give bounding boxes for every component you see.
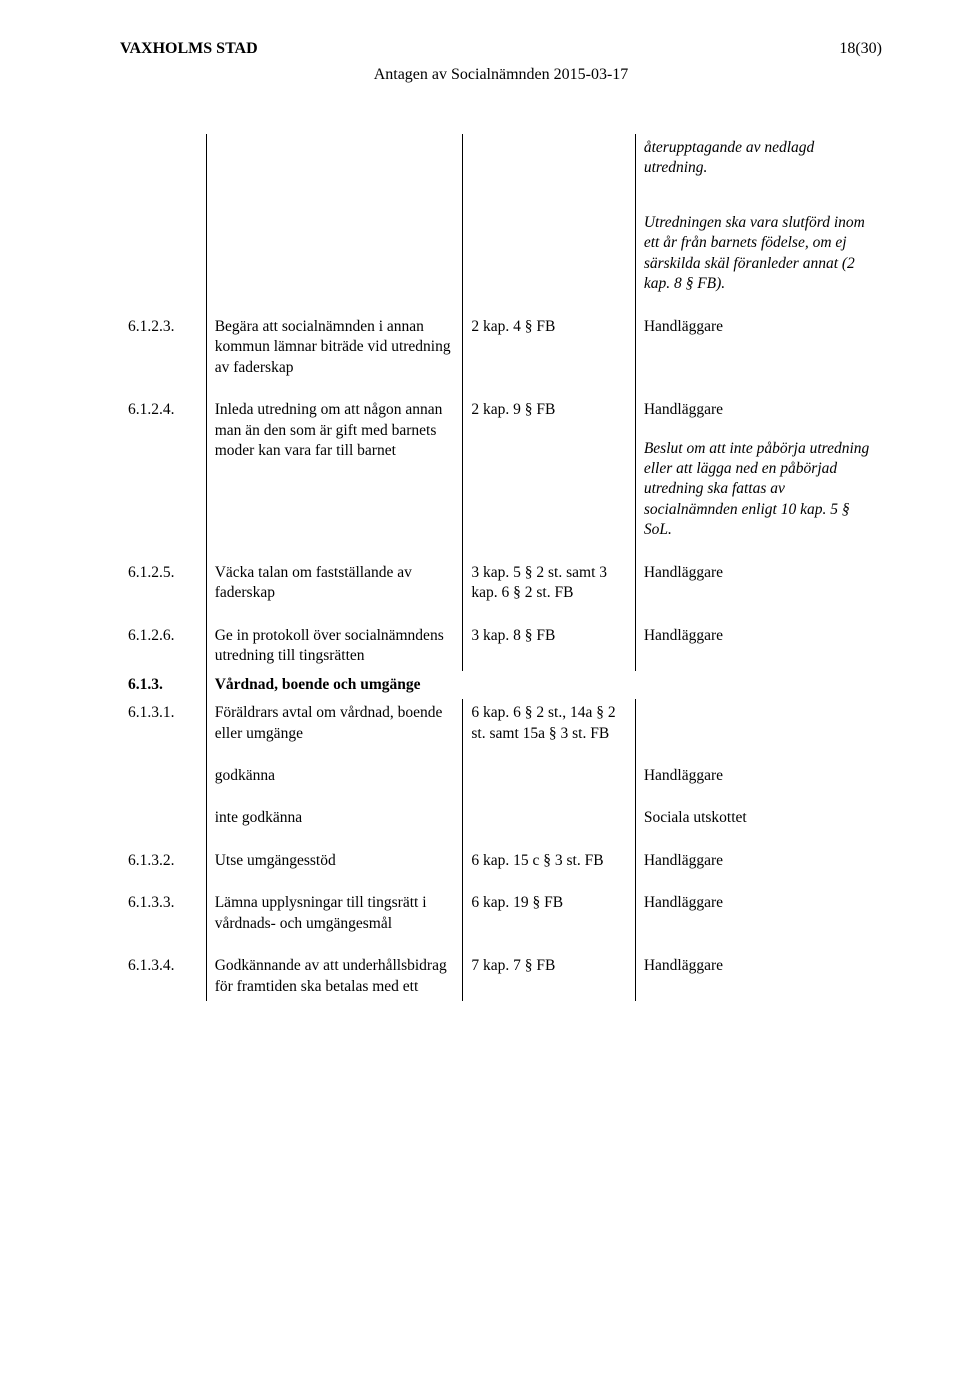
- row-num: 6.1.2.4.: [120, 396, 206, 545]
- row-num: 6.1.2.3.: [120, 313, 206, 382]
- row-note: Beslut om att inte påbörja utredning ell…: [644, 439, 874, 541]
- row-role: Handläggare: [635, 889, 882, 938]
- sub-reject-role: Sociala utskottet: [635, 804, 882, 832]
- row-num: 6.1.3.2.: [120, 847, 206, 875]
- row-text: Utse umgängesstöd: [206, 847, 463, 875]
- row-law: 3 kap. 5 § 2 st. samt 3 kap. 6 § 2 st. F…: [463, 559, 635, 608]
- row-law: 7 kap. 7 § FB: [463, 952, 635, 1001]
- row-text: Väcka talan om fastställande av faderska…: [206, 559, 463, 608]
- row-role: Handläggare: [635, 952, 882, 1001]
- row-law: 6 kap. 15 c § 3 st. FB: [463, 847, 635, 875]
- sub-reject: inte godkänna: [206, 804, 463, 832]
- sub-approve-role: Handläggare: [635, 762, 882, 790]
- row-law: 2 kap. 9 § FB: [463, 396, 635, 545]
- row-law: 2 kap. 4 § FB: [463, 313, 635, 382]
- row-num: 6.1.2.6.: [120, 622, 206, 671]
- row-num: 6.1.3.1.: [120, 699, 206, 748]
- row-role: Handläggare: [635, 313, 882, 382]
- page-number: 18(30): [839, 40, 882, 58]
- regulation-table: återupptagande av nedlagd utredning. Utr…: [120, 134, 882, 1001]
- row-role: Handläggare: [635, 847, 882, 875]
- section-title: Vårdnad, boende och umgänge: [206, 671, 882, 699]
- continuation-note-1: återupptagande av nedlagd utredning.: [644, 139, 814, 176]
- continuation-note-2: Utredningen ska vara slutförd inom ett å…: [644, 214, 865, 292]
- row-law: 6 kap. 6 § 2 st., 14a § 2 st. samt 15a §…: [463, 699, 635, 748]
- row-num: 6.1.3.4.: [120, 952, 206, 1001]
- sub-approve: godkänna: [206, 762, 463, 790]
- row-num: 6.1.3.3.: [120, 889, 206, 938]
- adopted-by: Antagen av Socialnämnden 2015-03-17: [120, 66, 882, 84]
- row-role: Handläggare: [635, 622, 882, 671]
- row-text: Inleda utredning om att någon annan man …: [206, 396, 463, 545]
- row-role: Handläggare: [635, 559, 882, 608]
- section-num: 6.1.3.: [120, 671, 206, 699]
- row-role: Handläggare: [644, 400, 874, 420]
- row-law: 6 kap. 19 § FB: [463, 889, 635, 938]
- row-text: Begära att socialnämnden i annan kommun …: [206, 313, 463, 382]
- row-text: Föräldrars avtal om vårdnad, boende elle…: [206, 699, 463, 748]
- row-text: Lämna upplysningar till tingsrätt i vård…: [206, 889, 463, 938]
- row-num: 6.1.2.5.: [120, 559, 206, 608]
- row-text: Ge in protokoll över social­nämndens utr…: [206, 622, 463, 671]
- org-name: VAXHOLMS STAD: [120, 40, 258, 58]
- row-law: 3 kap. 8 § FB: [463, 622, 635, 671]
- row-text: Godkännande av att underhållsbidrag för …: [206, 952, 463, 1001]
